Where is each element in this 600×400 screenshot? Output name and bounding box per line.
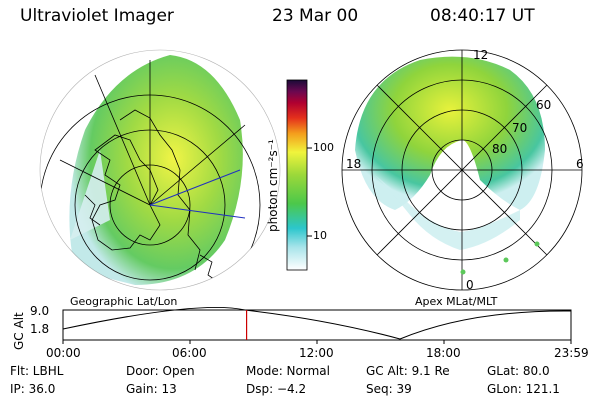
time-tick-4: 23:59 [554,346,589,360]
geographic-panel-label: Geographic Lat/Lon [70,295,178,308]
mlt-label-left: 18 [346,157,362,171]
info-glat: GLat: 80.0 [487,364,550,378]
info-gain: Gain: 13 [126,382,177,396]
info-mode: Mode: Normal [246,364,330,378]
info-door: Door: Open [126,364,195,378]
colorbar [286,79,308,271]
info-ip: IP: 36.0 [10,382,56,396]
mlt-label-bottom: 0 [466,278,474,292]
mlt-label-top: 12 [473,48,489,62]
time-tick-2: 12:00 [299,346,334,360]
apex-polar-panel [341,49,583,291]
colorbar-unit-label: photon cm⁻²s⁻¹ [266,139,280,232]
time-label: 08:40:17 UT [430,6,535,26]
mlat-ring-80: 80 [492,142,508,156]
mlt-label-right: 6 [576,157,584,171]
altitude-axis-title: GC Alt [12,312,26,350]
info-filter: Flt: LBHL [10,364,64,378]
mlat-ring-60: 60 [536,98,552,112]
info-glon: GLon: 121.1 [487,382,560,396]
info-seq: Seq: 39 [366,382,412,396]
instrument-title: Ultraviolet Imager [20,6,174,26]
altitude-y-tick-low: 1.8 [30,322,50,336]
time-tick-3: 18:00 [426,346,461,360]
altitude-curve [62,306,572,340]
time-tick-1: 06:00 [172,346,207,360]
info-gc-alt: GC Alt: 9.1 Re [366,364,450,378]
altitude-y-tick-high: 9.0 [30,304,50,318]
colorbar-tick-100: 100 [313,141,334,154]
mlat-ring-70: 70 [512,121,528,135]
geographic-panel [40,55,261,290]
info-dsp: Dsp: −4.2 [246,382,307,396]
time-tick-0: 00:00 [46,346,81,360]
colorbar-tick-10: 10 [313,229,327,242]
date-label: 23 Mar 00 [272,6,359,26]
apex-panel-label: Apex MLat/MLT [415,295,498,308]
